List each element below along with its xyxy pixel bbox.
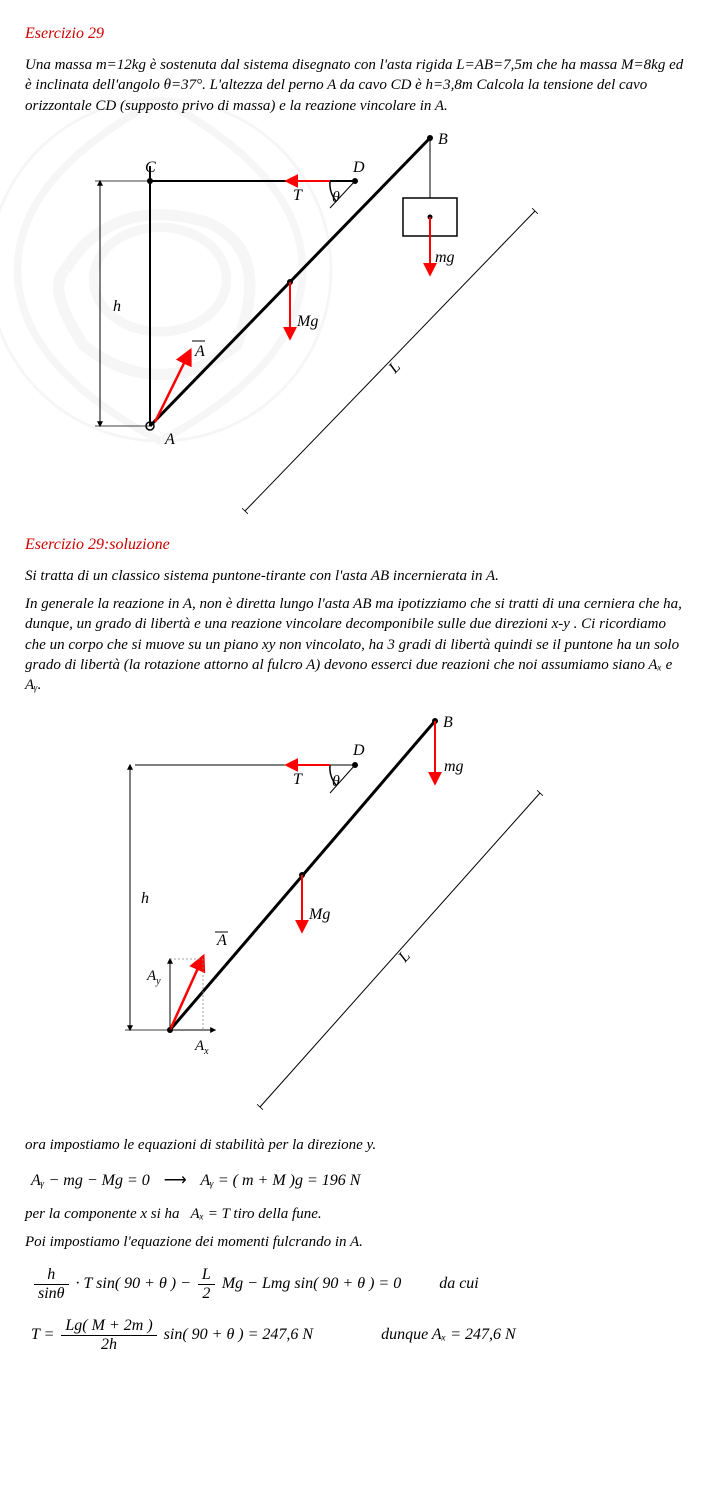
- label-Ax-2: Ax: [194, 1038, 209, 1057]
- intro-y-text: ora impostiamo le equazioni di stabilità…: [25, 1135, 685, 1155]
- diagram-1: A C D B θ T mg Mg A h: [75, 126, 565, 526]
- label-T-1: T: [293, 187, 303, 204]
- label-mg-2: mg: [444, 758, 464, 775]
- label-Ay-2: Ay: [146, 968, 161, 987]
- equation-y: Aᵧ − mg − Mg = 0 ⟶ Aᵧ = ( m + M )g = 196…: [25, 1170, 685, 1190]
- label-L-2: L: [395, 948, 414, 967]
- intro-moments-text: Poi impostiamo l'equazione dei momenti f…: [25, 1232, 685, 1252]
- label-theta-2: θ: [332, 773, 340, 790]
- label-D-2: D: [352, 742, 365, 759]
- label-B-2: B: [443, 714, 453, 731]
- solution-title: Esercizio 29:soluzione: [25, 536, 685, 554]
- diagram-2: D B θ T mg Mg A Ay Ax h: [75, 705, 565, 1125]
- label-C: C: [145, 159, 156, 176]
- exercise-title: Esercizio 29: [25, 25, 685, 43]
- label-h-1: h: [113, 298, 121, 315]
- solution-paragraph-1: Si tratta di un classico sistema puntone…: [25, 566, 685, 586]
- label-T-2: T: [293, 771, 303, 788]
- label-B: B: [438, 131, 448, 148]
- label-Mg-2: Mg: [308, 906, 330, 923]
- label-Avec-2: A: [216, 932, 227, 949]
- label-h-2: h: [141, 890, 149, 907]
- equation-final: T = Lg( M + 2m ) 2h sin( 90 + θ ) = 247,…: [25, 1317, 685, 1354]
- equation-moment: h sinθ · T sin( 90 + θ ) − L 2 Mg − Lmg …: [25, 1266, 685, 1303]
- label-theta-1: θ: [332, 189, 340, 206]
- label-A: A: [164, 431, 175, 448]
- problem-statement: Una massa m=12kg è sostenuta dal sistema…: [25, 55, 685, 116]
- label-Mg-1: Mg: [296, 313, 318, 330]
- solution-paragraph-2: In generale la reazione in A, non è dire…: [25, 594, 685, 695]
- label-L-1: L: [385, 358, 404, 377]
- label-Avec-1: A: [194, 343, 205, 360]
- label-D: D: [352, 159, 365, 176]
- intro-x-text: per la componente x si ha Aₓ = T tiro de…: [25, 1204, 685, 1224]
- label-mg-1: mg: [435, 249, 455, 266]
